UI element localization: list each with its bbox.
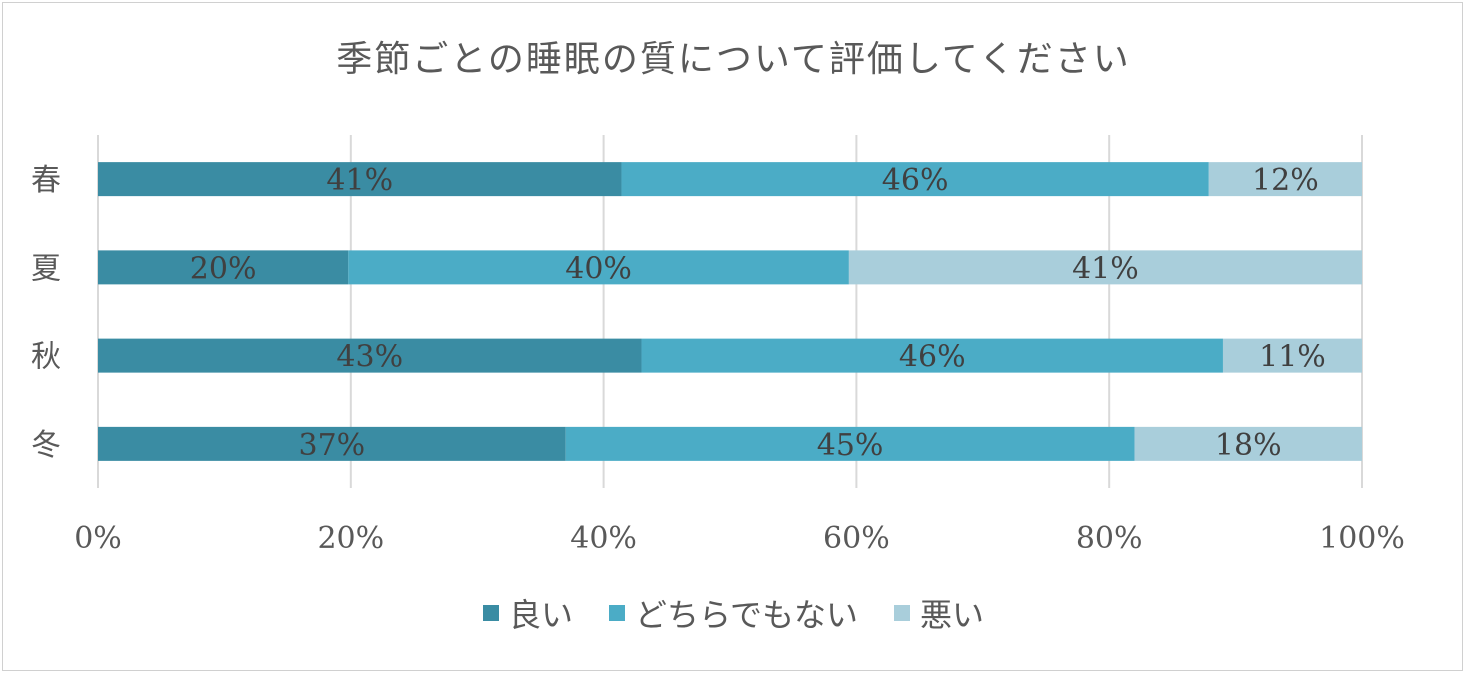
legend-swatch <box>608 605 625 621</box>
data-label: 45% <box>817 428 884 463</box>
data-label: 12% <box>1252 163 1319 198</box>
legend-item: どちらでもない <box>608 590 859 636</box>
x-tick-label: 60% <box>823 521 890 556</box>
legend-swatch <box>894 605 911 621</box>
x-tick-label: 100% <box>1319 521 1405 556</box>
data-label: 41% <box>1072 251 1139 286</box>
data-label: 46% <box>899 340 966 375</box>
bar-segment <box>348 250 849 285</box>
data-label: 40% <box>565 251 632 286</box>
bar-segment <box>1208 162 1362 197</box>
x-tick-label: 80% <box>1076 521 1143 556</box>
bar-segment <box>848 250 1362 285</box>
category-label: 冬 <box>31 428 61 463</box>
bar-segment <box>641 338 1223 373</box>
legend-swatch <box>482 605 499 621</box>
bar-segment <box>1222 338 1362 373</box>
legend-item: 良い <box>482 590 573 636</box>
category-label: 春 <box>31 163 61 198</box>
category-label: 秋 <box>31 340 61 375</box>
legend-label: 良い <box>508 596 573 634</box>
chart-legend: 良い どちらでもない 悪い <box>0 590 1467 636</box>
bar-segment <box>98 250 349 285</box>
x-tick-label: 40% <box>570 521 637 556</box>
bar-segment <box>98 338 642 373</box>
data-label: 37% <box>298 428 365 463</box>
bar-segment <box>1134 426 1362 461</box>
data-label: 20% <box>190 251 257 286</box>
legend-label: どちらでもない <box>634 596 859 634</box>
legend-item: 悪い <box>894 590 984 636</box>
data-label: 46% <box>882 163 949 198</box>
data-label: 41% <box>326 163 393 198</box>
x-tick-label: 0% <box>74 521 122 556</box>
x-tick-label: 20% <box>317 521 384 556</box>
data-label: 18% <box>1215 428 1282 463</box>
chart-title: 季節ごとの睡眠の質について評価してください <box>336 39 1131 80</box>
category-label: 夏 <box>31 251 61 286</box>
bar-segment <box>565 426 1135 461</box>
bar-segment <box>98 426 566 461</box>
data-label: 43% <box>336 340 403 375</box>
bar-segment <box>621 162 1209 197</box>
legend-label: 悪い <box>920 596 985 634</box>
data-label: 11% <box>1259 340 1326 375</box>
bar-segment <box>98 162 622 197</box>
